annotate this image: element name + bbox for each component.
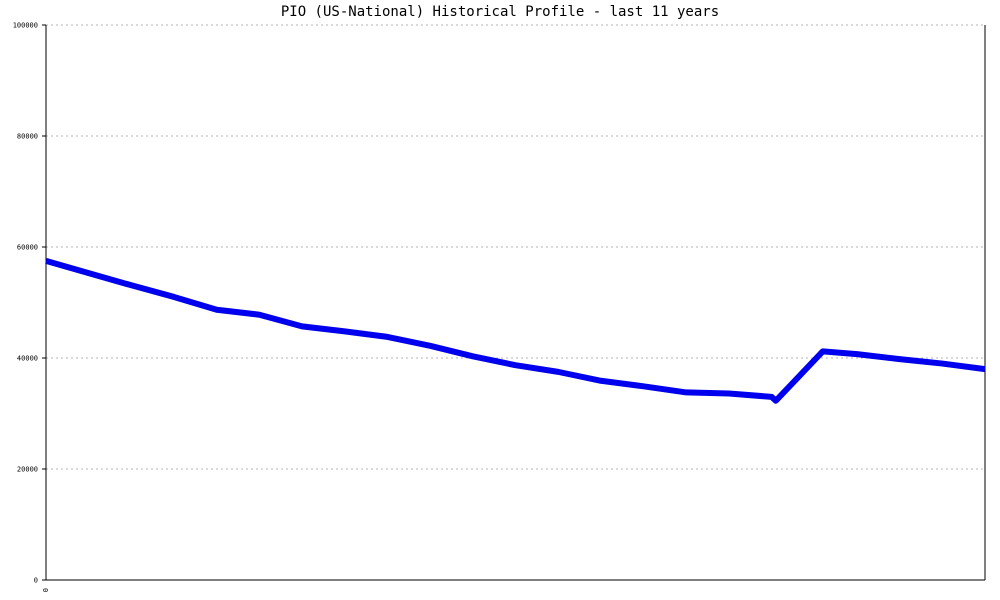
series-point	[88, 272, 90, 274]
series-line	[45, 257, 986, 404]
series-point	[472, 355, 474, 357]
series-point	[173, 296, 175, 298]
grid-lines	[46, 24, 985, 470]
series-point	[941, 363, 943, 365]
series-point	[984, 368, 986, 370]
series-point	[728, 393, 730, 395]
y-tick-label: 80000	[17, 133, 38, 141]
series-point	[775, 400, 777, 402]
chart-title: PIO (US-National) Historical Profile - l…	[280, 4, 720, 20]
series-point	[771, 396, 773, 398]
series-point	[429, 345, 431, 347]
x-tick-labels: 0	[42, 588, 50, 592]
series-point	[685, 391, 687, 393]
series-point	[45, 260, 47, 262]
y-tick-labels: 0 20000 40000 60000 80000 100000	[13, 22, 46, 585]
series-point	[258, 314, 260, 316]
y-tick-label: 20000	[17, 466, 38, 474]
series-point	[515, 364, 516, 366]
y-tick-label: 40000	[17, 355, 38, 363]
series-point	[856, 353, 858, 355]
series-point	[600, 380, 602, 382]
series-point	[386, 336, 388, 338]
series-point	[822, 350, 824, 352]
series-point	[899, 358, 901, 360]
series-point	[643, 385, 645, 387]
series-point	[216, 309, 218, 311]
x-tick-label: 0	[42, 588, 50, 592]
series-point	[130, 284, 132, 286]
y-tick-label: 60000	[17, 244, 38, 252]
y-tick-label: 0	[34, 577, 38, 585]
axes	[45, 25, 986, 581]
series-point	[344, 330, 346, 332]
y-tick-label: 100000	[13, 22, 38, 30]
series-point	[557, 371, 559, 373]
series-point	[301, 325, 303, 327]
series-layer	[45, 257, 986, 404]
